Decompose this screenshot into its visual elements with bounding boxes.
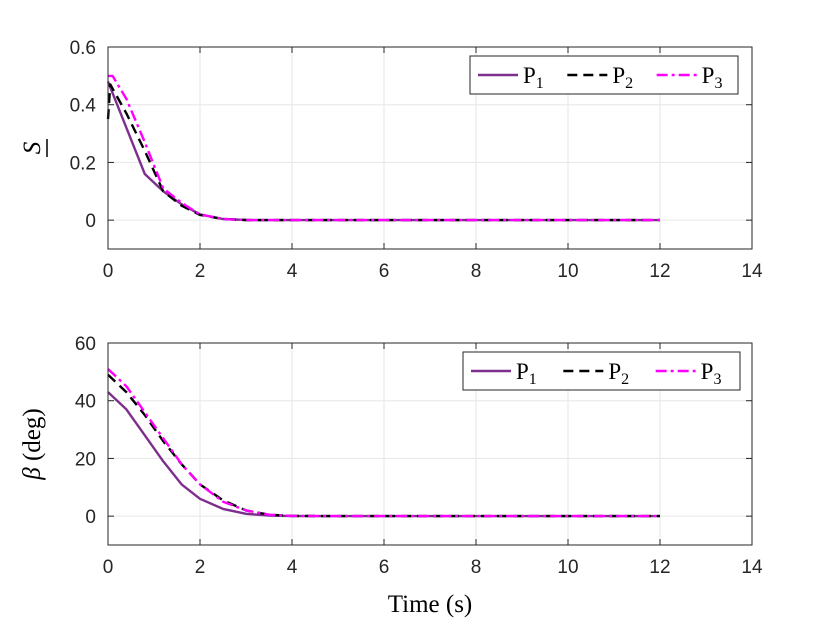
legend: P1 P2 P3 (462, 351, 741, 391)
legend-label-name: P (702, 63, 715, 88)
series-line-p3 (107, 368, 660, 518)
legend-label-name: P (516, 359, 529, 384)
legend-label-name: P (701, 359, 714, 384)
x-tick-label: 6 (379, 261, 390, 282)
series-line-p3 (108, 74, 660, 222)
legend-label-subscript: 1 (529, 371, 537, 388)
x-tick-label: 14 (741, 261, 763, 282)
x-tick-label: 12 (649, 261, 670, 282)
legend-label-p1: P1 (516, 359, 537, 388)
legend-label-subscript: 1 (536, 75, 544, 92)
y-tick-label: 0.4 (70, 96, 97, 117)
y-tick-label: 0 (85, 211, 96, 232)
x-axis-label: Time (s) (388, 591, 473, 618)
legend-label-name: P (523, 63, 536, 88)
x-tick-label: 12 (649, 557, 670, 578)
y-tick-label: 0 (85, 507, 96, 528)
x-tick-label: 2 (195, 557, 206, 578)
x-tick-label: 0 (103, 261, 114, 282)
y-axis-label: β (deg) (19, 408, 46, 480)
legend: P1 P2 P3 (469, 55, 739, 95)
y-axis-label-symbol: β (19, 467, 46, 481)
y-tick-label: 20 (75, 449, 96, 470)
y-tick-label: 0.2 (70, 153, 96, 174)
legend-label-p2: P2 (608, 359, 629, 388)
y-tick-label: 40 (75, 392, 96, 413)
y-tick-label: 0.6 (70, 38, 96, 59)
legend-label-subscript: 3 (713, 371, 721, 388)
x-tick-label: 8 (471, 557, 482, 578)
x-tick-label: 4 (287, 261, 298, 282)
x-tick-label: 4 (287, 557, 298, 578)
y-axis-label-text: S (19, 141, 46, 154)
x-tick-label: 8 (471, 261, 482, 282)
legend-label-p2: P2 (612, 63, 633, 92)
y-tick-label: 60 (75, 334, 96, 355)
x-tick-label: 2 (195, 261, 206, 282)
axes-frame (107, 342, 753, 546)
legend-label-subscript: 2 (625, 75, 633, 92)
x-tick-label: 6 (379, 557, 390, 578)
legend-label-subscript: 3 (714, 75, 722, 92)
x-tick-label: 10 (557, 557, 578, 578)
y-axis-label: S (19, 141, 46, 154)
legend-label-name: P (612, 63, 625, 88)
y-axis-label-unit: (deg) (19, 408, 46, 467)
legend-label-name: P (608, 359, 621, 384)
axes-frame (107, 46, 753, 250)
x-tick-label: 14 (741, 557, 763, 578)
legend-label-p3: P3 (702, 63, 723, 92)
legend-label-p3: P3 (701, 359, 722, 388)
x-tick-label: 0 (103, 557, 114, 578)
legend-label-subscript: 2 (621, 371, 629, 388)
legend-label-p1: P1 (523, 63, 544, 92)
x-tick-label: 10 (557, 261, 578, 282)
